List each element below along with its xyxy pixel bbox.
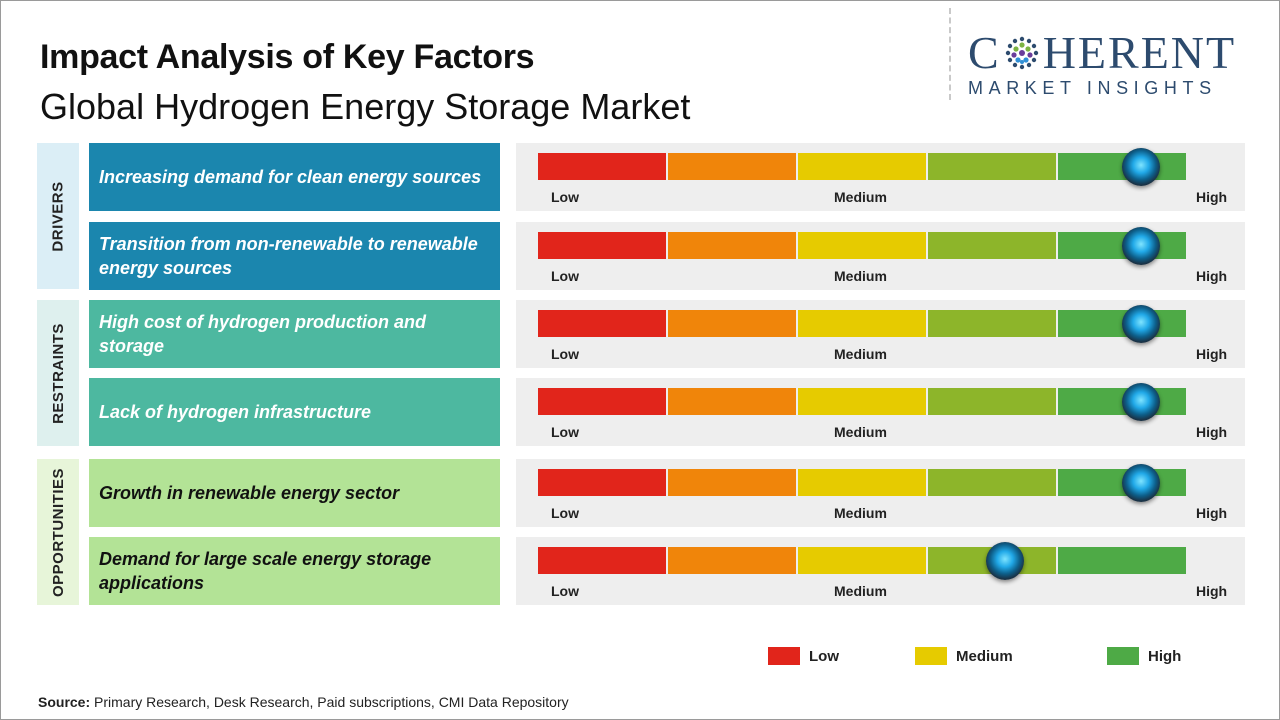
meter-segment	[798, 232, 926, 259]
meter-segment	[668, 547, 796, 574]
meter-segment	[928, 388, 1056, 415]
impact-meter: Low Medium High	[516, 378, 1245, 446]
logo-letters-rest: HERENT	[1042, 27, 1237, 78]
meter-segment	[538, 388, 666, 415]
group-label-drivers: DRIVERS	[37, 143, 79, 289]
meter-segment	[798, 310, 926, 337]
impact-indicator-knob	[1121, 226, 1160, 265]
legend-label: Medium	[956, 647, 1013, 665]
scale-label-medium: Medium	[834, 346, 887, 362]
factor-label: High cost of hydrogen production and sto…	[89, 300, 500, 368]
scale-label-high: High	[1196, 424, 1228, 440]
scale-label-low: Low	[551, 424, 579, 440]
logo-letter-c: C	[968, 27, 1001, 78]
impact-indicator-knob	[985, 541, 1024, 580]
meter-segment	[798, 388, 926, 415]
scale-label-low: Low	[551, 505, 579, 521]
scale-label-medium: Medium	[834, 189, 887, 205]
logo-globe-icon	[1005, 36, 1038, 70]
meter-segment	[928, 232, 1056, 259]
scale-label-low: Low	[551, 583, 579, 599]
source-note: Source: Primary Research, Desk Research,…	[38, 694, 569, 710]
meter-segment	[798, 153, 926, 180]
factor-label: Lack of hydrogen infrastructure	[89, 378, 500, 446]
source-label: Source:	[38, 694, 91, 710]
impact-meter: Low Medium High	[516, 222, 1245, 290]
legend-item-high: High	[1107, 647, 1181, 665]
factor-label: Increasing demand for clean energy sourc…	[89, 143, 500, 211]
impact-meter: Low Medium High	[516, 537, 1245, 605]
meter-segment	[668, 469, 796, 496]
group-label-restraints: RESTRAINTS	[37, 300, 79, 446]
scale-label-low: Low	[551, 189, 579, 205]
impact-indicator-knob	[1121, 304, 1160, 343]
scale-label-medium: Medium	[834, 583, 887, 599]
scale-label-high: High	[1196, 346, 1228, 362]
impact-indicator-knob	[1121, 463, 1160, 502]
factor-label: Demand for large scale energy storage ap…	[89, 537, 500, 605]
page-subtitle: Global Hydrogen Energy Storage Market	[40, 86, 691, 127]
meter-segment	[538, 547, 666, 574]
scale-label-high: High	[1196, 583, 1228, 599]
group-label-opportunities: OPPORTUNITIES	[37, 459, 79, 605]
scale-label-low: Low	[551, 268, 579, 284]
meter-segment	[538, 469, 666, 496]
group-label-text: OPPORTUNITIES	[49, 467, 67, 597]
impact-indicator-knob	[1121, 382, 1160, 421]
company-logo: C HERENT MARKET INSIGHTS	[968, 30, 1268, 100]
factor-label: Transition from non-renewable to renewab…	[89, 222, 500, 290]
scale-label-medium: Medium	[834, 505, 887, 521]
legend-item-medium: Medium	[915, 647, 1013, 665]
legend-label: High	[1148, 647, 1182, 665]
logo-divider	[949, 8, 951, 100]
meter-segment	[668, 153, 796, 180]
legend-swatch	[768, 647, 800, 665]
impact-meter: Low Medium High	[516, 143, 1245, 211]
meter-segment	[668, 232, 796, 259]
impact-indicator-knob	[1121, 147, 1160, 186]
legend-swatch	[1107, 647, 1139, 665]
meter-segment	[928, 469, 1056, 496]
scale-label-medium: Medium	[834, 268, 887, 284]
scale-label-high: High	[1196, 268, 1228, 284]
scale-label-high: High	[1196, 505, 1228, 521]
source-text: Primary Research, Desk Research, Paid su…	[94, 694, 569, 710]
meter-segment	[928, 310, 1056, 337]
meter-segment	[538, 310, 666, 337]
meter-segment	[1058, 547, 1186, 574]
meter-segment	[538, 153, 666, 180]
meter-segment	[668, 388, 796, 415]
logo-tagline: MARKET INSIGHTS	[968, 78, 1217, 98]
impact-meter: Low Medium High	[516, 300, 1245, 368]
group-label-text: DRIVERS	[49, 180, 67, 252]
factor-label: Growth in renewable energy sector	[89, 459, 500, 527]
scale-label-low: Low	[551, 346, 579, 362]
legend-item-low: Low	[768, 647, 839, 665]
meter-segment	[798, 469, 926, 496]
meter-segment	[928, 153, 1056, 180]
meter-segment	[798, 547, 926, 574]
meter-segment	[668, 310, 796, 337]
scale-label-high: High	[1196, 189, 1228, 205]
page-title: Impact Analysis of Key Factors	[40, 38, 535, 76]
legend-label: Low	[809, 647, 839, 665]
scale-label-medium: Medium	[834, 424, 887, 440]
logo-wordmark: C HERENT	[968, 30, 1268, 76]
impact-meter: Low Medium High	[516, 459, 1245, 527]
legend-swatch	[915, 647, 947, 665]
meter-segment	[538, 232, 666, 259]
group-label-text: RESTRAINTS	[49, 322, 67, 424]
